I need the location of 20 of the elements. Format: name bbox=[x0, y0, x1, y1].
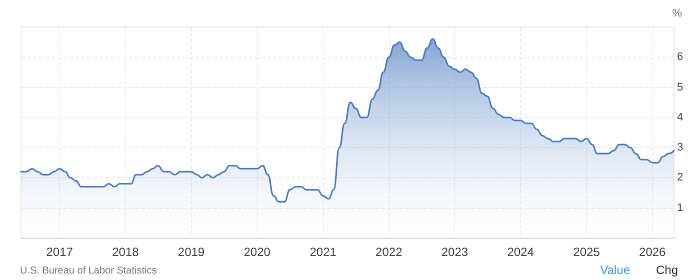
x-tick-label: 2019 bbox=[178, 245, 205, 259]
x-tick-label: 2021 bbox=[310, 245, 337, 259]
x-tick-label: 2023 bbox=[441, 245, 468, 259]
y-tick-label: 5 bbox=[677, 81, 684, 94]
text: Value bbox=[600, 263, 630, 277]
y-tick-label: 4 bbox=[677, 111, 684, 124]
y-tick-label: 6 bbox=[677, 51, 684, 64]
x-tick-label: 2017 bbox=[46, 245, 74, 259]
x-tick-label: 2025 bbox=[573, 245, 600, 259]
text: Chg bbox=[656, 263, 678, 277]
x-tick-label: 2018 bbox=[112, 245, 140, 259]
y-tick-label: 3 bbox=[677, 142, 684, 154]
y-axis-title: % bbox=[672, 8, 682, 20]
text: U.S. Bureau of Labor Statistics bbox=[20, 266, 157, 276]
y-tick-label: 1 bbox=[677, 202, 684, 214]
x-tick-label: 2020 bbox=[244, 245, 271, 259]
x-tick-label: 2026 bbox=[639, 245, 666, 259]
x-tick-label: 2024 bbox=[507, 245, 534, 259]
y-tick-label: 2 bbox=[677, 172, 684, 184]
x-tick-label: 2022 bbox=[376, 245, 403, 259]
